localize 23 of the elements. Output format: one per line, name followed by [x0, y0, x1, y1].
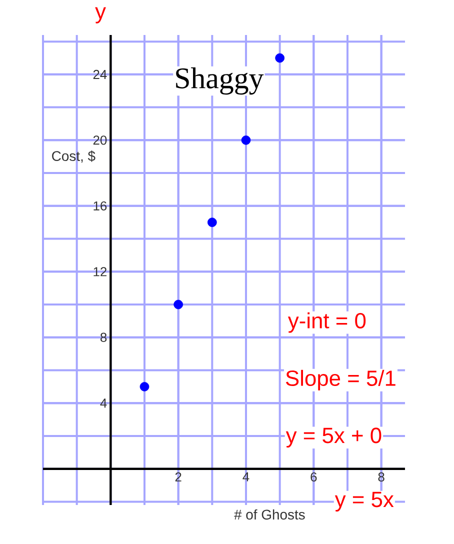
annotation: y = 5x — [334, 492, 394, 512]
y-tick-label: 16 — [94, 201, 107, 210]
y-tick-label: 24 — [93, 70, 107, 79]
y-tick-label: 20 — [93, 136, 107, 145]
y-tick-label: 12 — [94, 267, 106, 276]
annotation: y = 5x + 0 — [286, 428, 382, 448]
point — [241, 135, 251, 145]
y-axis-title: Cost, $ — [52, 150, 96, 163]
point — [275, 53, 285, 63]
y-tick-label: 4 — [100, 398, 107, 408]
x-tick-label: 6 — [310, 472, 317, 482]
text: Shaggy — [176, 67, 264, 95]
y-tick-label: 8 — [100, 332, 107, 342]
x-tick-label: 2 — [175, 472, 182, 482]
annotation: y-int = 0 — [288, 312, 366, 333]
annotation: Slope = 5/1 — [286, 370, 396, 390]
x-tick-label: 8 — [378, 472, 384, 482]
x-tick-label: 4 — [242, 472, 250, 482]
point — [174, 300, 184, 310]
x-axis-title: # of Ghosts — [234, 509, 305, 520]
point — [140, 382, 150, 392]
text: y — [95, 7, 106, 24]
point — [207, 218, 217, 228]
